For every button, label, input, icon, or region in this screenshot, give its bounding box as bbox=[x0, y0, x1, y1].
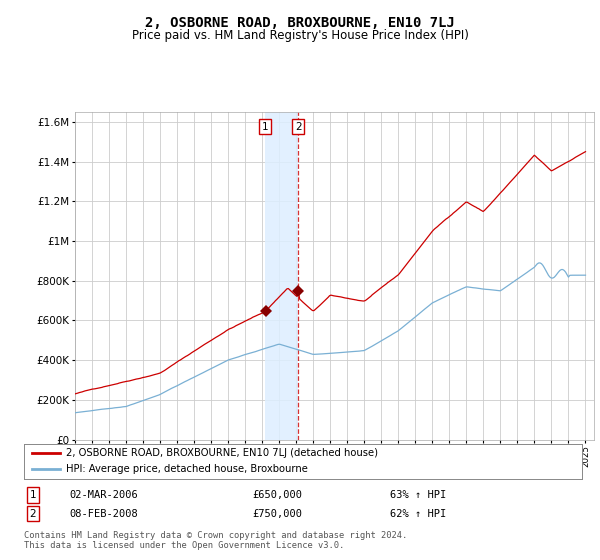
Text: 2: 2 bbox=[295, 122, 302, 132]
Text: 2: 2 bbox=[29, 508, 37, 519]
Text: Price paid vs. HM Land Registry's House Price Index (HPI): Price paid vs. HM Land Registry's House … bbox=[131, 29, 469, 42]
Text: 1: 1 bbox=[29, 490, 37, 500]
Text: £650,000: £650,000 bbox=[252, 490, 302, 500]
Text: 63% ↑ HPI: 63% ↑ HPI bbox=[390, 490, 446, 500]
Text: 08-FEB-2008: 08-FEB-2008 bbox=[69, 508, 138, 519]
Text: £750,000: £750,000 bbox=[252, 508, 302, 519]
Text: Contains HM Land Registry data © Crown copyright and database right 2024.
This d: Contains HM Land Registry data © Crown c… bbox=[24, 531, 407, 550]
Text: 1: 1 bbox=[262, 122, 268, 132]
Text: 2, OSBORNE ROAD, BROXBOURNE, EN10 7LJ: 2, OSBORNE ROAD, BROXBOURNE, EN10 7LJ bbox=[145, 16, 455, 30]
Text: 2, OSBORNE ROAD, BROXBOURNE, EN10 7LJ (detached house): 2, OSBORNE ROAD, BROXBOURNE, EN10 7LJ (d… bbox=[66, 448, 378, 458]
Text: 02-MAR-2006: 02-MAR-2006 bbox=[69, 490, 138, 500]
Text: HPI: Average price, detached house, Broxbourne: HPI: Average price, detached house, Brox… bbox=[66, 464, 308, 474]
Bar bbox=[265, 112, 298, 440]
Text: 62% ↑ HPI: 62% ↑ HPI bbox=[390, 508, 446, 519]
